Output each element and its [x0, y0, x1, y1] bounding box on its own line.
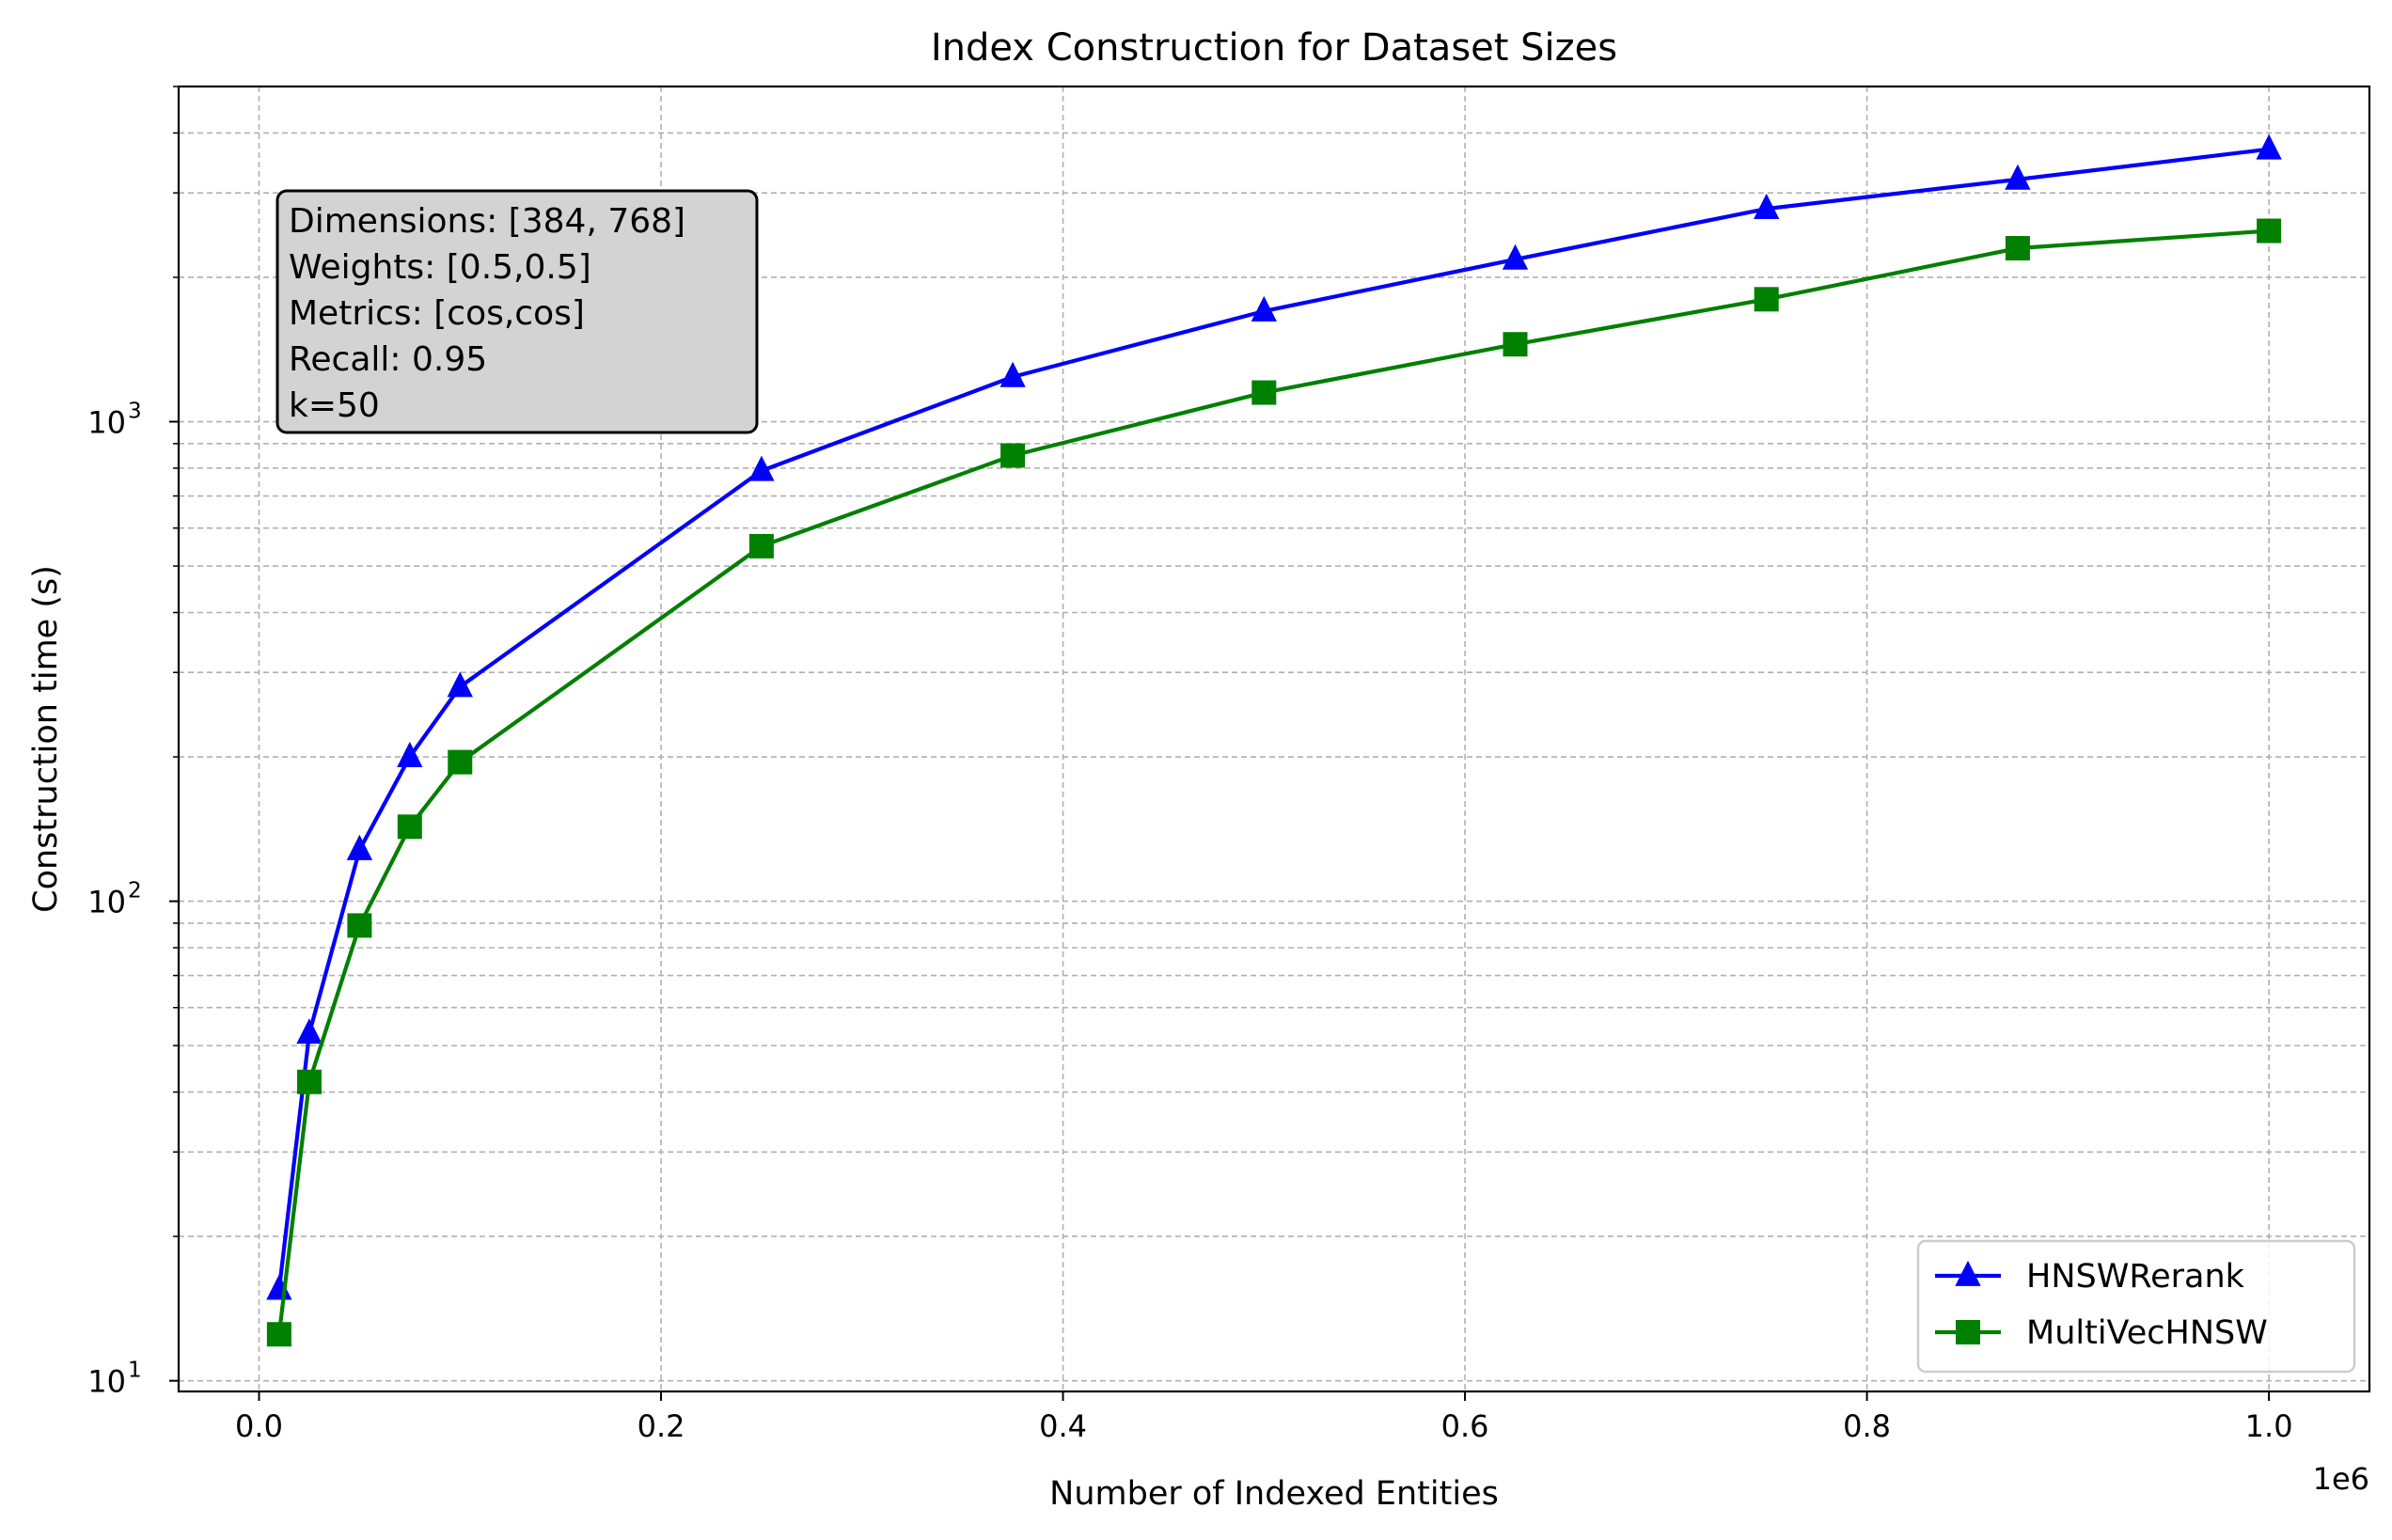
- data-point: [448, 749, 473, 775]
- y-tick-label: 10: [87, 885, 126, 920]
- data-point: [1754, 193, 1780, 219]
- x-tick-label: 1.0: [2245, 1408, 2293, 1444]
- legend-label: HNSWRerank: [2026, 1258, 2245, 1296]
- y-tick-label-exponent: 2: [128, 879, 142, 904]
- x-axis-label: Number of Indexed Entities: [1049, 1475, 1499, 1513]
- data-point: [748, 533, 774, 558]
- series-line: [276, 147, 2270, 1290]
- data-point: [2257, 218, 2282, 244]
- legend-marker: [1955, 1260, 1981, 1286]
- y-tick-label-exponent: 3: [128, 400, 142, 424]
- data-point: [1754, 287, 1779, 312]
- data-point: [2005, 164, 2031, 190]
- legend: HNSWRerank MultiVecHNSW: [1916, 1239, 2356, 1374]
- series-layer: [266, 134, 2282, 1347]
- annotation-frame: [275, 189, 759, 434]
- data-point: [999, 361, 1026, 387]
- chart-title: Index Construction for Dataset Sizes: [931, 26, 1617, 70]
- y-axis-label: Construction time (s): [27, 565, 65, 913]
- legend-marker: [1956, 1320, 1980, 1344]
- annotation-line: k=50: [289, 386, 380, 425]
- data-point: [346, 834, 373, 860]
- legend-item-HNSWRerank: HNSWRerank: [1935, 1258, 2245, 1296]
- data-point: [2005, 236, 2030, 261]
- data-point: [397, 814, 422, 840]
- data-point: [1251, 380, 1277, 405]
- annotation-box: Dimensions: [384, 768] Weights: [0.5,0.5]…: [275, 189, 759, 434]
- annotation-line: Dimensions: [384, 768]: [289, 202, 685, 241]
- x-tick-label: 0.4: [1039, 1408, 1087, 1444]
- series-HNSWRerank: [266, 134, 2282, 1300]
- data-point: [1502, 244, 1529, 270]
- legend-item-MultiVecHNSW: MultiVecHNSW: [1935, 1314, 2268, 1352]
- x-axis-offset-label: 1e6: [2313, 1461, 2369, 1497]
- x-tick-label: 0.8: [1843, 1408, 1891, 1444]
- data-point: [748, 455, 775, 481]
- data-point: [347, 913, 372, 938]
- y-tick-label-exponent: 1: [128, 1359, 142, 1383]
- data-point: [296, 1018, 323, 1045]
- data-point: [1251, 295, 1277, 322]
- data-point: [296, 1069, 322, 1094]
- legend-label: MultiVecHNSW: [2026, 1314, 2268, 1352]
- y-tick-label: 10: [87, 405, 126, 441]
- data-point: [2256, 134, 2282, 160]
- legend-frame: [1916, 1239, 2356, 1374]
- data-point: [397, 741, 423, 767]
- plot-frame: [177, 85, 2371, 1393]
- data-point: [1503, 332, 1528, 357]
- series-line: [276, 228, 2270, 1335]
- annotation-line: Weights: [0.5,0.5]: [289, 248, 591, 287]
- data-point: [447, 671, 473, 698]
- x-tick-label: 0.2: [637, 1408, 685, 1444]
- data-point: [266, 1322, 291, 1347]
- annotation-line: Metrics: [cos,cos]: [289, 294, 585, 333]
- series-MultiVecHNSW: [266, 218, 2282, 1347]
- data-point: [1000, 443, 1026, 468]
- x-tick-label: 0.0: [235, 1408, 283, 1444]
- y-tick-label: 10: [87, 1364, 126, 1400]
- annotation-line: Recall: 0.95: [289, 340, 487, 379]
- x-tick-label: 0.6: [1441, 1408, 1489, 1444]
